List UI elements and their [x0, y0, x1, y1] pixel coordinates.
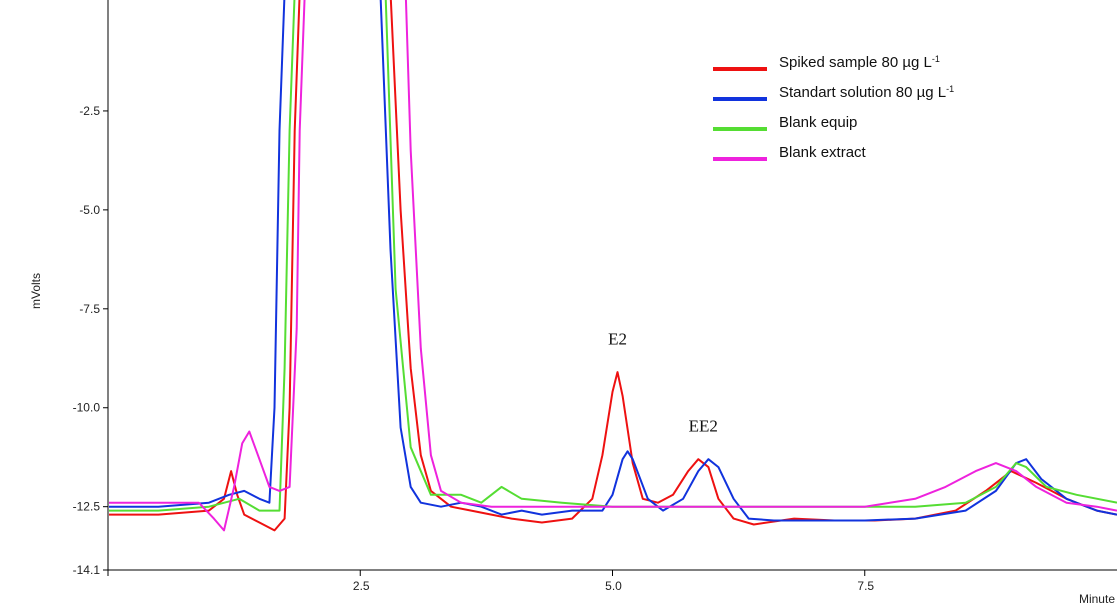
legend: Spiked sample 80 µg L-1 Standart solution…	[713, 54, 954, 161]
series-lines	[109, 0, 1117, 532]
legend-label: Blank equip	[779, 114, 857, 131]
x-tick-label: 5.0	[605, 579, 622, 593]
x-axis-title: Minute	[1079, 592, 1115, 606]
y-tick-label: -10.0	[73, 401, 101, 415]
legend-label: Spiked sample 80 µg L-1	[779, 54, 940, 71]
axes: -2.5 -5.0 -7.5 -10.0 -12.5 -14.1 2.5 5.0 7.5 mVol…	[29, 0, 1117, 606]
y-tick-label: -7.5	[79, 302, 100, 316]
legend-label-superscript: -1	[932, 54, 940, 64]
y-tick-label: -5.0	[79, 203, 100, 217]
peak-label: EE2	[689, 416, 718, 435]
legend-label: Blank extract	[779, 144, 867, 161]
x-tick-label: 7.5	[857, 579, 874, 593]
legend-label-superscript: -1	[946, 84, 954, 94]
y-tick-label: -2.5	[79, 104, 100, 118]
peak-label: E2	[608, 329, 627, 348]
series-line-4	[109, 0, 1117, 532]
legend-label: Standart solution 80 µg L-1	[779, 84, 954, 101]
series-line-3	[109, 0, 1117, 512]
y-tick-label: -12.5	[73, 500, 101, 514]
y-axis-title: mVolts	[29, 273, 43, 309]
x-tick-label: 2.5	[353, 579, 370, 593]
series-line-1	[109, 0, 1117, 532]
series-line-2	[109, 0, 1117, 522]
y-tick-label: -14.1	[73, 563, 101, 577]
peak-annotations: E2 EE2	[608, 329, 718, 435]
